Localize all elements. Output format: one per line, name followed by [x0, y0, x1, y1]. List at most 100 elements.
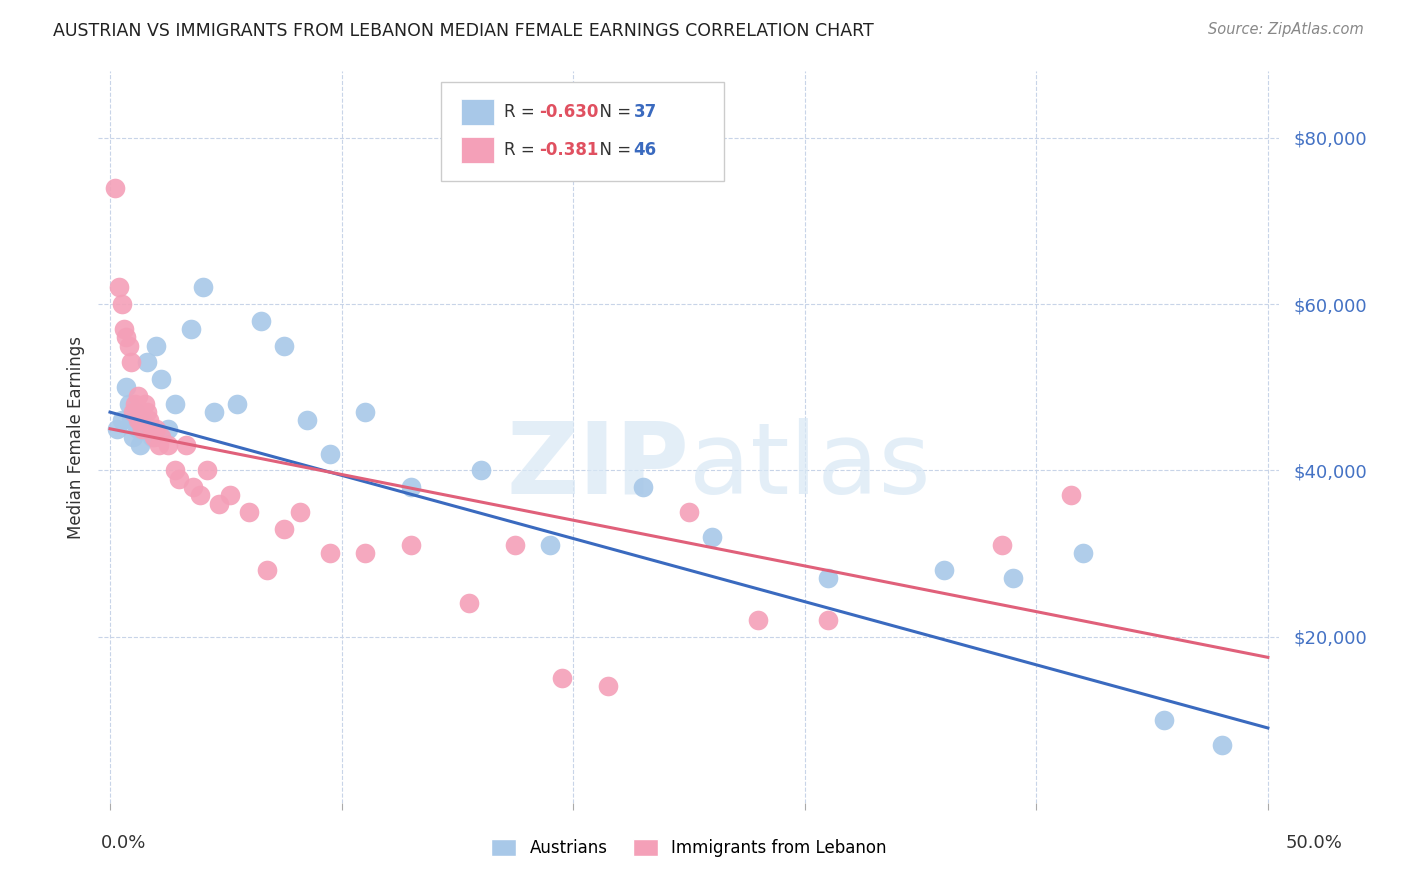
Point: [817, 571, 839, 585]
Point: [156, 422, 179, 436]
Point: [1002, 571, 1025, 585]
Point: [191, 280, 214, 294]
Point: [124, 397, 146, 411]
Point: [143, 430, 166, 444]
Point: [256, 563, 278, 577]
Point: [1211, 738, 1233, 752]
Point: [145, 338, 167, 352]
Point: [169, 472, 191, 486]
Point: [817, 613, 839, 627]
Point: [127, 388, 149, 402]
Text: N =: N =: [589, 141, 636, 159]
Point: [149, 372, 172, 386]
Point: [747, 613, 769, 627]
Point: [131, 422, 153, 436]
Point: [1071, 546, 1094, 560]
Point: [180, 322, 202, 336]
Point: [127, 413, 149, 427]
Point: [136, 405, 159, 419]
Point: [458, 596, 481, 610]
Point: [399, 538, 422, 552]
Point: [115, 380, 138, 394]
Point: [678, 505, 700, 519]
Point: [149, 430, 172, 444]
Point: [141, 422, 163, 436]
Point: [120, 355, 142, 369]
Text: 0.0%: 0.0%: [101, 834, 146, 852]
Point: [136, 355, 159, 369]
Point: [122, 405, 145, 419]
Point: [631, 480, 654, 494]
FancyBboxPatch shape: [441, 82, 724, 181]
Y-axis label: Median Female Earnings: Median Female Earnings: [67, 335, 86, 539]
Point: [249, 314, 271, 328]
Point: [138, 413, 160, 427]
Point: [219, 488, 242, 502]
Text: -0.630: -0.630: [538, 103, 599, 120]
Point: [550, 671, 572, 685]
Point: [117, 338, 139, 352]
Point: [134, 397, 156, 411]
Point: [319, 546, 342, 560]
Text: ZIP: ZIP: [506, 417, 689, 515]
Point: [120, 413, 142, 427]
Point: [932, 563, 955, 577]
Point: [273, 338, 295, 352]
Point: [470, 463, 492, 477]
Point: [596, 680, 619, 694]
Point: [503, 538, 526, 552]
Point: [700, 530, 723, 544]
Point: [110, 413, 132, 427]
Point: [156, 438, 179, 452]
Point: [273, 521, 295, 535]
Point: [110, 297, 132, 311]
Point: [122, 430, 145, 444]
Legend: Austrians, Immigrants from Lebanon: Austrians, Immigrants from Lebanon: [485, 832, 893, 864]
Text: N =: N =: [589, 103, 636, 120]
Point: [117, 397, 139, 411]
Text: R =: R =: [503, 141, 540, 159]
Point: [176, 438, 198, 452]
Point: [131, 413, 153, 427]
Point: [145, 422, 167, 436]
Point: [129, 438, 152, 452]
Point: [112, 322, 135, 336]
Point: [353, 546, 375, 560]
Point: [226, 397, 249, 411]
FancyBboxPatch shape: [461, 99, 494, 125]
Point: [295, 413, 318, 427]
Text: 50.0%: 50.0%: [1286, 834, 1343, 852]
Point: [105, 422, 128, 436]
Text: 46: 46: [634, 141, 657, 159]
Point: [319, 447, 342, 461]
Text: 37: 37: [634, 103, 657, 120]
Point: [195, 463, 218, 477]
Point: [129, 413, 152, 427]
Point: [399, 480, 422, 494]
Text: -0.381: -0.381: [538, 141, 599, 159]
Point: [208, 497, 231, 511]
Point: [127, 422, 149, 436]
Point: [1060, 488, 1083, 502]
Point: [163, 463, 186, 477]
Point: [108, 280, 131, 294]
Point: [538, 538, 561, 552]
Point: [990, 538, 1012, 552]
Point: [141, 430, 163, 444]
Point: [163, 397, 186, 411]
Point: [115, 330, 138, 344]
Text: atlas: atlas: [689, 417, 931, 515]
Point: [188, 488, 211, 502]
Point: [288, 505, 311, 519]
Text: R =: R =: [503, 103, 540, 120]
Point: [1153, 713, 1175, 727]
Point: [183, 480, 205, 494]
Point: [353, 405, 375, 419]
Point: [104, 180, 127, 194]
Point: [124, 405, 146, 419]
Text: Source: ZipAtlas.com: Source: ZipAtlas.com: [1208, 22, 1364, 37]
Point: [238, 505, 260, 519]
Point: [202, 405, 225, 419]
Text: AUSTRIAN VS IMMIGRANTS FROM LEBANON MEDIAN FEMALE EARNINGS CORRELATION CHART: AUSTRIAN VS IMMIGRANTS FROM LEBANON MEDI…: [53, 22, 875, 40]
Point: [134, 422, 156, 436]
